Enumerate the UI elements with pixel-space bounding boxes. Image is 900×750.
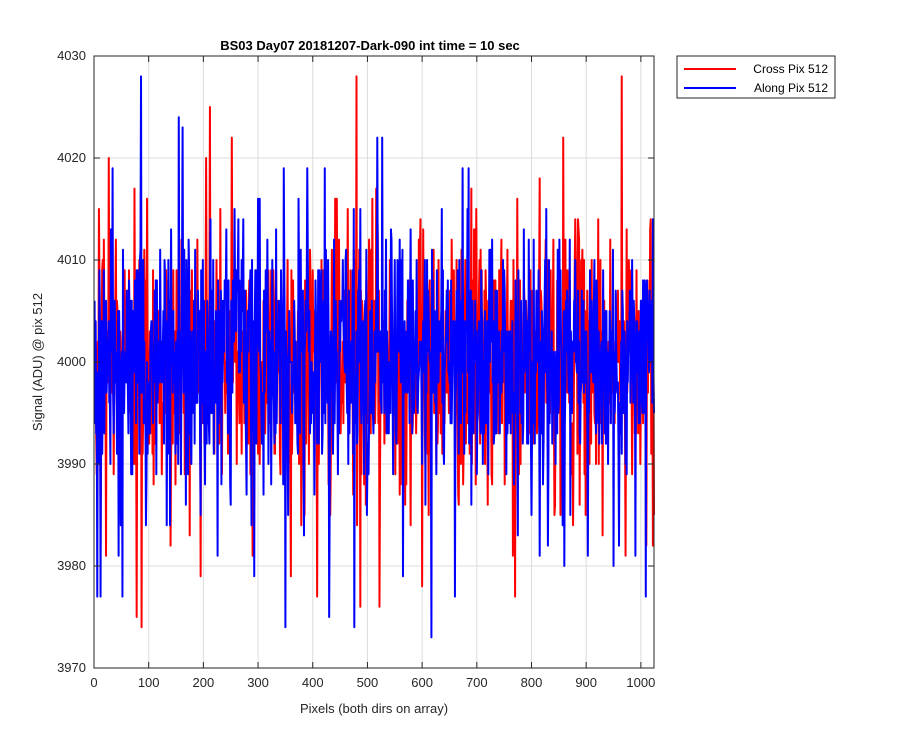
y-tick-label: 3990 <box>57 456 86 471</box>
x-tick-label: 300 <box>247 675 269 690</box>
legend-label-along: Along Pix 512 <box>754 81 828 95</box>
x-tick-label: 1000 <box>626 675 655 690</box>
x-tick-label: 400 <box>302 675 324 690</box>
y-tick-label: 3970 <box>57 660 86 675</box>
chart-title: BS03 Day07 20181207-Dark-090 int time = … <box>220 38 520 53</box>
y-axis-label: Signal (ADU) @ pix 512 <box>30 293 45 431</box>
series-line-along <box>93 75 655 639</box>
x-tick-label: 0 <box>90 675 97 690</box>
x-tick-label: 100 <box>138 675 160 690</box>
legend-label-cross: Cross Pix 512 <box>753 62 828 76</box>
plot-area: 0 100 200 300 400 500 600 700 800 900 1000 3970 3980… <box>57 48 655 690</box>
x-tick-label: 200 <box>193 675 215 690</box>
x-axis-label: Pixels (both dirs on array) <box>300 701 448 716</box>
axis-ticks: 0 100 200 300 400 500 600 700 800 900 1000 3970 3980… <box>57 48 655 690</box>
y-tick-label: 4030 <box>57 48 86 63</box>
y-tick-label: 4020 <box>57 150 86 165</box>
y-tick-label: 4010 <box>57 252 86 267</box>
x-tick-label: 900 <box>575 675 597 690</box>
x-tick-label: 700 <box>466 675 488 690</box>
data-series <box>93 75 655 639</box>
x-tick-label: 500 <box>357 675 379 690</box>
x-tick-label: 600 <box>411 675 433 690</box>
legend: Cross Pix 512 Along Pix 512 <box>676 55 836 99</box>
x-tick-label: 800 <box>521 675 543 690</box>
y-tick-label: 4000 <box>57 354 86 369</box>
y-tick-label: 3980 <box>57 558 86 573</box>
legend-box <box>676 55 836 99</box>
